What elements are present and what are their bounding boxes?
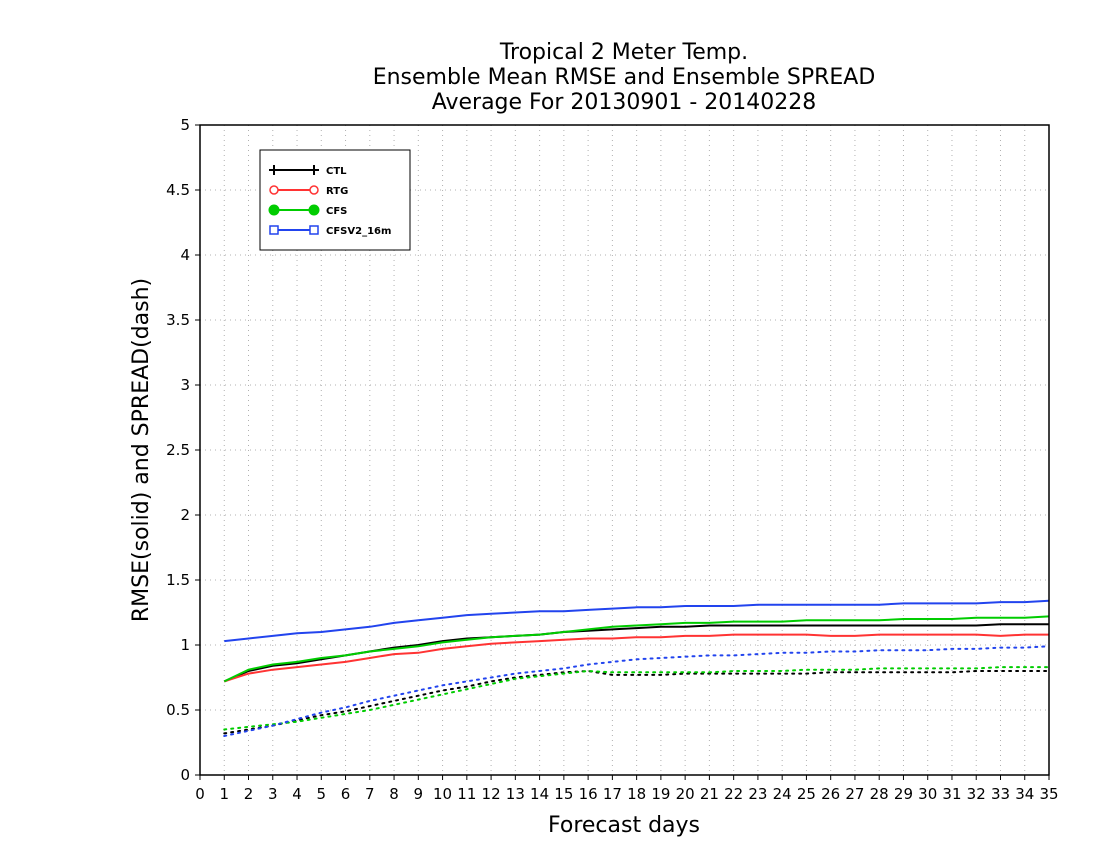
legend-label: CFSV2_16m	[326, 226, 391, 237]
x-axis-ticks: 0 1 2 3 4 5 6 7 8 9 10 11 12 13 14 15 16 17 18 19 20 21 22 23 24…	[195, 775, 1059, 803]
y-tick-label: 4	[180, 246, 190, 264]
x-tick-label: 15	[554, 785, 573, 803]
x-tick-label: 10	[433, 785, 452, 803]
y-tick-label: 3.5	[166, 311, 190, 329]
open-square-marker-icon	[269, 225, 279, 235]
legend: CTL RTG CFS CFSV2_16m	[259, 149, 411, 251]
x-tick-label: 32	[967, 785, 986, 803]
series-cfsv2-16m-spread-line	[223, 645, 1050, 737]
x-tick-label: 11	[457, 785, 476, 803]
x-tick-label: 26	[821, 785, 840, 803]
x-tick-label: 4	[292, 785, 302, 803]
x-tick-label: 28	[870, 785, 889, 803]
x-tick-label: 34	[1015, 785, 1034, 803]
legend-label: CFS	[326, 206, 347, 217]
x-tick-label: 16	[579, 785, 598, 803]
filled-circle-marker-icon	[268, 204, 280, 216]
filled-circle-marker-icon	[308, 204, 320, 216]
open-circle-marker-icon	[269, 185, 279, 195]
series-ctl-spread-line	[223, 669, 1050, 735]
x-tick-label: 12	[482, 785, 501, 803]
x-tick-label: 25	[797, 785, 816, 803]
legend-entry-cfsv2-16m: CFSV2_16m	[269, 225, 391, 237]
legend-entry-rtg: RTG	[269, 185, 348, 197]
x-tick-label: 20	[676, 785, 695, 803]
y-axis-label: RMSE(solid) and SPREAD(dash)	[129, 278, 154, 622]
x-tick-label: 5	[317, 785, 327, 803]
plus-marker-icon	[309, 165, 319, 175]
x-tick-label: 3	[268, 785, 278, 803]
y-tick-label: 2	[180, 506, 190, 524]
legend-box	[259, 149, 411, 251]
x-tick-label: 1	[219, 785, 229, 803]
x-tick-label: 31	[942, 785, 961, 803]
y-tick-label: 0.5	[166, 701, 190, 719]
x-tick-label: 21	[700, 785, 719, 803]
open-square-marker-icon	[309, 225, 319, 235]
open-circle-marker-icon	[309, 185, 319, 195]
y-tick-label: 3	[180, 376, 190, 394]
series-cfsv2-16m-rmse-line	[224, 599, 1050, 643]
y-tick-label: 5	[180, 116, 190, 134]
x-tick-label: 8	[389, 785, 399, 803]
y-tick-label: 0	[180, 766, 190, 784]
series-lines	[223, 599, 1050, 737]
x-tick-label: 35	[1039, 785, 1058, 803]
x-tick-label: 24	[773, 785, 792, 803]
series-rtg-rmse-line	[223, 633, 1049, 683]
y-tick-label: 2.5	[166, 441, 190, 459]
legend-entry-ctl: CTL	[269, 165, 347, 177]
series-cfs-rmse-line	[223, 615, 1050, 683]
x-tick-label: 18	[627, 785, 646, 803]
x-tick-label: 17	[603, 785, 622, 803]
x-tick-label: 19	[651, 785, 670, 803]
legend-label: RTG	[326, 186, 348, 197]
x-tick-label: 0	[195, 785, 205, 803]
x-tick-label: 23	[748, 785, 767, 803]
series-cfs-spread-line	[223, 666, 1050, 731]
x-tick-label: 6	[341, 785, 351, 803]
x-tick-label: 7	[365, 785, 375, 803]
x-tick-label: 2	[244, 785, 254, 803]
x-tick-label: 33	[991, 785, 1010, 803]
y-tick-label: 1	[180, 636, 190, 654]
plus-marker-icon	[269, 165, 279, 175]
y-axis-ticks: 0 0.5 1 1.5 2 2.5 3 3.5 4 4.5 5	[166, 116, 200, 784]
x-axis-label: Forecast days	[548, 813, 700, 838]
chart-title-line-1: Tropical 2 Meter Temp.	[499, 40, 748, 65]
x-tick-label: 14	[530, 785, 549, 803]
x-tick-label: 27	[845, 785, 864, 803]
x-tick-label: 22	[724, 785, 743, 803]
gridlines	[200, 125, 1049, 775]
x-tick-label: 30	[918, 785, 937, 803]
x-tick-label: 29	[894, 785, 913, 803]
x-tick-label: 9	[414, 785, 424, 803]
y-tick-label: 4.5	[166, 181, 190, 199]
legend-label: CTL	[326, 166, 347, 177]
y-tick-label: 1.5	[166, 571, 190, 589]
x-tick-label: 13	[506, 785, 525, 803]
chart-title-line-3: Average For 20130901 - 20140228	[432, 90, 817, 115]
chart-title-line-2: Ensemble Mean RMSE and Ensemble SPREAD	[373, 65, 876, 90]
legend-entry-cfs: CFS	[268, 204, 347, 217]
